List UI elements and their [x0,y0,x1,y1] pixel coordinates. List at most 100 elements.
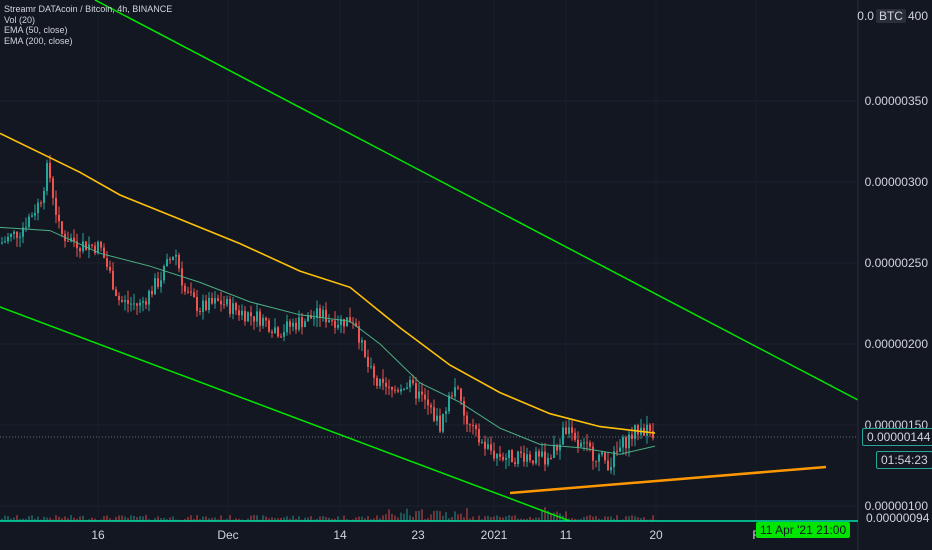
candle-body [202,300,204,312]
volume-bar [640,518,642,521]
candle-body [373,366,375,378]
volume-bar [613,518,615,521]
candle-body [622,437,624,448]
volume-bar [394,515,396,521]
candle-body [436,415,438,421]
candle-body [19,236,21,238]
volume-bar [19,519,21,521]
volume-bar [652,515,654,521]
candle-body [4,241,6,243]
volume-bar [634,516,636,521]
volume-bar [487,515,489,521]
volume-bar [376,515,378,521]
volume-bar [193,518,195,521]
volume-bar [247,518,249,521]
volume-bar [400,512,402,521]
volume-bar [406,508,408,521]
candle-body [565,427,567,434]
ema50-indicator-label[interactable]: EMA (50, close) [4,25,68,35]
volume-bar [469,518,471,521]
volume-bar [385,514,387,521]
volume-bar [124,516,126,521]
candle-body [286,321,288,333]
currency-badge[interactable]: BTC [875,9,906,23]
candle-body [385,382,387,387]
candle-body [166,259,168,267]
volume-bar [529,516,531,521]
volume-bar [76,518,78,521]
candle-body [322,309,324,319]
candle-body [541,451,543,457]
channel-upper-trendline[interactable] [94,0,859,401]
volume-bar [466,508,468,521]
candle-body [235,303,237,311]
volume-bar [523,518,525,521]
candle-series [1,154,654,476]
candle-body [433,407,435,421]
volume-bar [1,518,3,521]
candle-body [250,312,252,317]
volume-bar [553,512,555,521]
symbol-title[interactable]: Streamr DATAcoin / Bitcoin, 4h, BINANCE [4,4,173,14]
candle-body [544,451,546,465]
bottom-price-tag: 0.00000094 [862,510,932,526]
candle-body [199,311,201,313]
volume-bar [328,517,330,521]
volume-bar [397,517,399,521]
candle-body [631,434,633,440]
candle-body [634,425,636,440]
volume-bar [448,518,450,521]
candle-body [229,298,231,315]
volume-bar [58,516,60,521]
candle-body [538,451,540,457]
candle-body [298,317,300,330]
volume-bar [16,515,18,521]
volume-bar [91,517,93,521]
volume-bar [484,516,486,521]
candle-body [370,366,372,368]
candle-body [418,391,420,399]
volume-bar [253,515,255,521]
candle-body [415,383,417,399]
candle-body [175,254,177,257]
volume-bar [160,518,162,521]
time-tick-label: 16 [91,528,105,542]
candle-body [526,454,528,462]
volume-bar [616,515,618,521]
volume-bar [265,516,267,521]
volume-bar [109,518,111,521]
volume-bar [310,516,312,521]
candle-body [103,247,105,259]
volume-bar [496,515,498,521]
price-tick-label: 0.00000250 [864,256,928,270]
candle-body [283,332,285,337]
candle-body [190,291,192,293]
volume-bar [412,516,414,521]
candle-body [421,391,423,395]
volume-bar [64,516,66,521]
volume-bar [574,518,576,521]
ema200-indicator-label[interactable]: EMA (200, close) [4,35,73,46]
candle-body [256,311,258,322]
candle-body [46,162,48,191]
volume-bar [439,511,441,521]
volume-bar [586,515,588,521]
candle-body [91,244,93,246]
candle-body [454,387,456,397]
candle-body [100,241,102,248]
cursor-date-tag: 11 Apr '21 21:00 [756,522,851,538]
volume-bar [364,518,366,521]
support-trendline[interactable] [509,465,827,495]
candle-body [493,450,495,459]
candle-body [295,322,297,330]
candle-body [391,386,393,390]
grid-lines [0,100,858,507]
volume-bar [388,509,390,521]
candle-body [460,388,462,401]
volume-bar [34,518,36,521]
candle-body [403,388,405,390]
volume-indicator-label[interactable]: Vol (20) [4,14,36,25]
channel-lower-trendline[interactable] [0,306,571,522]
candle-body [196,296,198,312]
